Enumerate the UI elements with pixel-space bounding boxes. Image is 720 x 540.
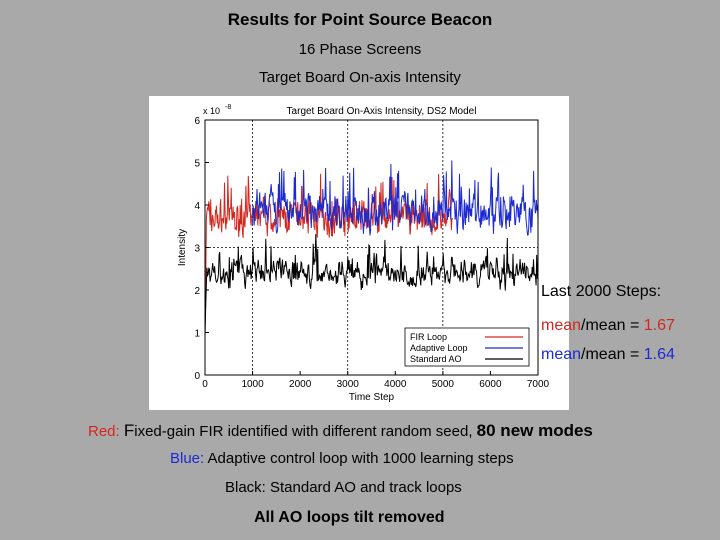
x-tick-label: 1000 [241, 379, 264, 390]
x-tick-label: 7000 [527, 379, 550, 390]
y-axis-label: Intensity [177, 229, 188, 266]
slide-subtitle-2: Target Board On-axis Intensity [259, 69, 461, 86]
x-tick-label: 6000 [479, 379, 502, 390]
note-blue-text: Adaptive control loop with 1000 learning… [207, 450, 514, 467]
intensity-chart: 0 1000 2000 3000 4000 5000 6000 7000 0 1 2 3 4 5 6x 10… [177, 104, 550, 403]
series-line-adaptive-loop [252, 160, 539, 236]
x-tick-label: 2000 [289, 379, 312, 390]
legend-label: Standard AO [410, 354, 462, 364]
stat-line-fir: mean/mean = 1.67 [541, 317, 675, 335]
legend-label: FIR Loop [410, 332, 447, 342]
stat-word-mid: /mean = [581, 317, 644, 334]
x-tick-label: 3000 [337, 379, 360, 390]
legend-label: Adaptive Loop [410, 343, 468, 353]
y-tick-label: 1 [194, 329, 200, 340]
note-red-label: Red: [88, 423, 120, 440]
note-red-text: ixed-gain FIR identified with different … [134, 423, 473, 440]
x-tick-label: 4000 [384, 379, 407, 390]
legend-box [404, 327, 530, 367]
y-tick-label: 0 [194, 371, 200, 382]
stats-heading: Last 2000 Steps: [541, 283, 662, 300]
chart-title: Target Board On-Axis Intensity, DS2 Mode… [287, 106, 477, 117]
chart-panel: 0 1000 2000 3000 4000 5000 6000 7000 0 1 2 3 4 5 6 x 10… [149, 96, 569, 410]
y-tick-label: 2 [194, 286, 200, 297]
note-red-emph: 80 new modes [476, 421, 593, 440]
note-blue-label: Blue: [170, 450, 205, 467]
x-tick-label: 5000 [432, 379, 455, 390]
y-tick-label: 6 [194, 116, 200, 127]
y-tick-label: 5 [194, 159, 200, 170]
y-tick-label: 4 [194, 201, 200, 212]
footer-note: All AO loops tilt removed [254, 509, 445, 526]
stat-word-blue: mean [541, 346, 582, 363]
slide-subtitle: 16 Phase Screens [298, 41, 422, 58]
x-axis-label: Time Step [349, 392, 395, 403]
x-tick-label: 0 [202, 379, 208, 390]
note-blue: Blue: Adaptive control loop with 1000 le… [170, 450, 514, 467]
series-line-standard-ao [204, 234, 539, 337]
note-red: Red: Fixed-gain FIR identified with diff… [88, 421, 593, 441]
y-multiplier-exponent: -8 [225, 104, 231, 111]
note-red-cap: F [123, 421, 135, 440]
note-black: Black: Standard AO and track loops [225, 479, 462, 496]
y-multiplier: x 10 [203, 106, 220, 116]
stat-line-adaptive: mean/mean = 1.64 [541, 346, 675, 364]
slide-title: Results for Point Source Beacon [227, 10, 493, 29]
stat-value-adaptive: 1.64 [643, 346, 675, 363]
stat-word-red: mean [541, 317, 582, 334]
stat-word-mid-2: /mean = [581, 346, 644, 363]
stat-value-fir: 1.67 [643, 317, 675, 334]
y-tick-label: 3 [194, 244, 200, 255]
